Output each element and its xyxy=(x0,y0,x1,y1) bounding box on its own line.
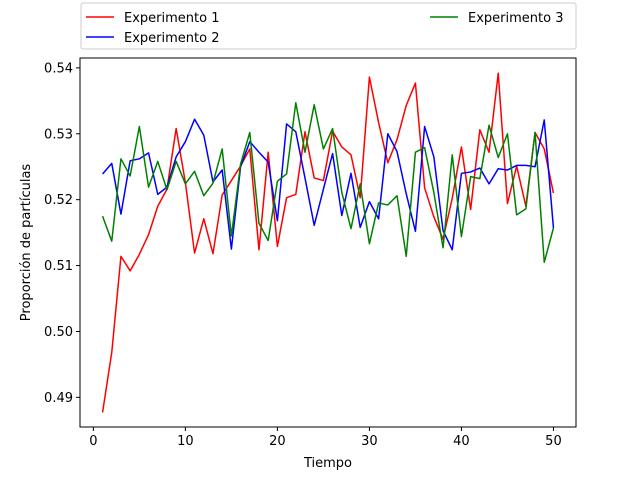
y-tick-label: 0.49 xyxy=(44,391,73,406)
y-tick-label: 0.52 xyxy=(44,193,73,208)
x-tick-label: 10 xyxy=(177,434,194,449)
y-tick-label: 0.51 xyxy=(44,259,73,274)
legend-label-3: Experimento 3 xyxy=(468,11,563,26)
series-line-3 xyxy=(101,102,555,264)
legend: Experimento 1 Experimento 2 Experimento 3 xyxy=(80,2,577,50)
x-tick-label: 30 xyxy=(361,434,378,449)
x-axis: 0 10 20 30 40 50 xyxy=(89,427,562,449)
y-tick-label: 0.54 xyxy=(44,61,73,76)
y-tick-label: 0.50 xyxy=(44,325,73,340)
plot-area xyxy=(101,72,555,413)
legend-label-2: Experimento 2 xyxy=(124,31,219,46)
x-tick-label: 0 xyxy=(89,434,97,449)
series-line-2 xyxy=(101,118,555,251)
x-tick-label: 40 xyxy=(453,434,470,449)
y-axis: 0.49 0.50 0.51 0.52 0.53 0.54 xyxy=(44,61,80,406)
series-line-1 xyxy=(101,72,555,413)
axes-frame xyxy=(79,57,577,428)
y-axis-label: Proporción de partículas xyxy=(19,164,34,322)
legend-label-1: Experimento 1 xyxy=(124,11,219,26)
x-tick-label: 50 xyxy=(545,434,562,449)
x-tick-label: 20 xyxy=(269,434,286,449)
x-axis-label: Tiempo xyxy=(303,456,352,471)
legend-frame xyxy=(80,2,577,50)
y-tick-label: 0.53 xyxy=(44,127,73,142)
